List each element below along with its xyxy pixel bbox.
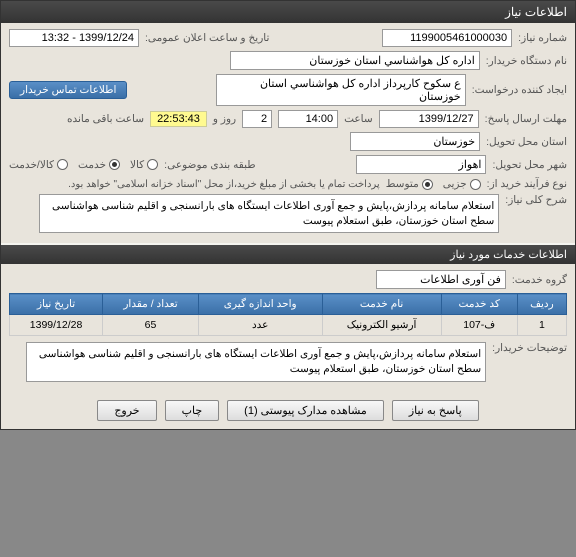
td-5: 65 xyxy=(103,315,199,336)
cat-radio-1[interactable] xyxy=(147,159,158,170)
creator-field: ع سکوح کارپرداز اداره کل هواشناسي استان … xyxy=(216,74,466,106)
form-area: شماره نیاز: 1199005461000030 تاریخ و ساع… xyxy=(1,23,575,243)
reply-button[interactable]: پاسخ به نیاز xyxy=(392,400,479,421)
announce-field: 1399/12/24 - 13:32 xyxy=(9,29,139,47)
section2-area: گروه خدمت: فن آوری اطلاعات ردیف کد خدمت … xyxy=(1,264,575,391)
cat-radio-3[interactable] xyxy=(57,159,68,170)
days-field: 2 xyxy=(242,110,272,128)
pt-radio-2[interactable] xyxy=(422,179,433,190)
group-label: گروه خدمت: xyxy=(512,274,567,286)
buyer-notes-textarea: استعلام سامانه پردازش،پایش و جمع آوری اط… xyxy=(26,342,486,381)
th-5: تعداد / مقدار xyxy=(103,294,199,315)
city-label: شهر محل تحویل: xyxy=(492,159,567,171)
province-label: استان محل تحویل: xyxy=(486,136,567,148)
th-2: کد خدمت xyxy=(441,294,517,315)
td-3: آرشیو الکترونیک xyxy=(322,315,441,336)
pt-opt2-label: متوسط xyxy=(386,178,419,190)
td-6: 1399/12/28 xyxy=(10,315,103,336)
attach-button[interactable]: مشاهده مدارک پیوستی (1) xyxy=(227,400,384,421)
buyer-notes-label: توضیحات خریدار: xyxy=(492,342,567,354)
window-titlebar: اطلاعات نیاز xyxy=(1,1,575,23)
button-bar: پاسخ به نیاز مشاهده مدارک پیوستی (1) چاپ… xyxy=(1,392,575,429)
contact-button[interactable]: اطلاعات تماس خریدار xyxy=(9,81,127,99)
cat-opt3-label: کالا/خدمت xyxy=(9,159,54,171)
desc-label: شرح کلی نیاز: xyxy=(505,194,567,206)
th-4: واحد اندازه گیری xyxy=(198,294,322,315)
cat-radio-2[interactable] xyxy=(109,159,120,170)
td-4: عدد xyxy=(198,315,322,336)
category-radio-group: کالا خدمت کالا/خدمت xyxy=(9,159,158,171)
cat-opt2-label: خدمت xyxy=(78,159,106,171)
days-label: روز و xyxy=(213,113,236,125)
pt-radio-1[interactable] xyxy=(470,179,481,190)
th-3: نام خدمت xyxy=(322,294,441,315)
time-label: ساعت xyxy=(344,113,373,125)
creator-label: ایجاد کننده درخواست: xyxy=(472,84,567,96)
purchase-type-radio-group: جزیی متوسط xyxy=(386,178,481,190)
services-table: ردیف کد خدمت نام خدمت واحد اندازه گیری ت… xyxy=(9,293,567,336)
deadline-label: مهلت ارسال پاسخ: xyxy=(485,113,567,125)
group-field: فن آوری اطلاعات xyxy=(376,270,506,289)
print-button[interactable]: چاپ xyxy=(165,400,220,421)
timer-display: 22:53:43 xyxy=(150,111,207,127)
reqno-label: شماره نیاز: xyxy=(518,32,567,44)
exit-button[interactable]: خروج xyxy=(97,400,156,421)
section2-header: اطلاعات خدمات مورد نیاز xyxy=(1,245,575,264)
main-window: اطلاعات نیاز شماره نیاز: 119900546100003… xyxy=(0,0,576,430)
table-row[interactable]: 1 ف-107 آرشیو الکترونیک عدد 65 1399/12/2… xyxy=(10,315,567,336)
pt-opt1-label: جزیی xyxy=(443,178,467,190)
th-6: تاریخ نیاز xyxy=(10,294,103,315)
announce-label: تاریخ و ساعت اعلان عمومی: xyxy=(145,32,269,44)
remain-label: ساعت باقی مانده xyxy=(67,113,144,125)
td-2: ف-107 xyxy=(441,315,517,336)
purchase-type-label: نوع فرآیند خرید از: xyxy=(487,178,567,190)
purchase-note: پرداخت تمام یا بخشی از مبلغ خرید،از محل … xyxy=(68,179,380,190)
province-field: خوزستان xyxy=(350,132,480,151)
buyer-field: اداره کل هواشناسي استان خوزستان xyxy=(230,51,480,70)
buyer-label: نام دستگاه خریدار: xyxy=(486,55,567,67)
desc-textarea: استعلام سامانه پردازش،پایش و جمع آوری اط… xyxy=(39,194,499,233)
deadline-time-field: 14:00 xyxy=(278,110,338,128)
deadline-date-field: 1399/12/27 xyxy=(379,110,479,128)
td-1: 1 xyxy=(517,315,566,336)
city-field: اهواز xyxy=(356,155,486,174)
reqno-field: 1199005461000030 xyxy=(382,29,512,47)
th-1: ردیف xyxy=(517,294,566,315)
cat-opt1-label: کالا xyxy=(130,159,144,171)
category-label: طبقه بندی موضوعی: xyxy=(164,159,255,171)
